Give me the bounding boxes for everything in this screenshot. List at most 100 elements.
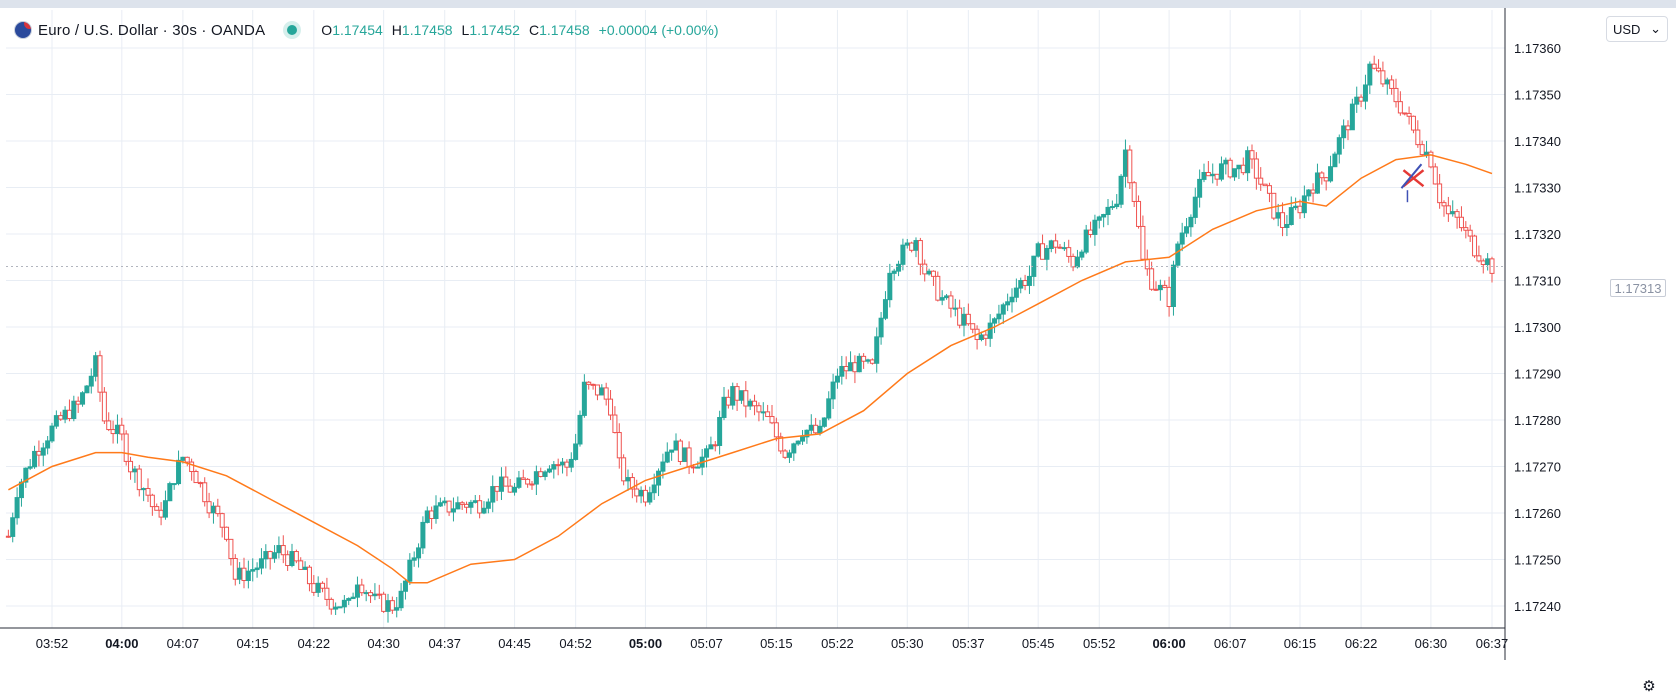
low-label: L (461, 22, 470, 38)
marker-cross-line (1402, 169, 1425, 188)
time-tick-label: 05:00 (629, 636, 662, 651)
currency-label: USD (1613, 21, 1641, 37)
candle-body (10, 517, 16, 537)
candle-body (882, 299, 888, 319)
candle-body (769, 416, 775, 424)
candle-body (228, 538, 234, 559)
chart-grid (6, 10, 1505, 628)
time-tick-label: 06:00 (1152, 636, 1185, 651)
candle-body (813, 424, 819, 434)
candle-body (1454, 211, 1460, 218)
candle-body (346, 598, 352, 601)
candle-body (730, 386, 736, 406)
candle-body (896, 263, 902, 272)
time-tick-label: 05:45 (1022, 636, 1055, 651)
candle-body (922, 263, 928, 275)
candle-body (66, 409, 72, 420)
candle-body (983, 334, 989, 339)
candle-body (551, 464, 557, 470)
candle-body (721, 396, 727, 419)
symbol-title[interactable]: Euro / U.S. Dollar · 30s · OANDA (38, 21, 266, 39)
candle-body (704, 448, 710, 458)
candle-body (272, 552, 278, 559)
candle-body (791, 443, 797, 454)
candle-body (782, 450, 788, 458)
time-tick-label: 06:30 (1415, 636, 1448, 651)
candle-body (869, 359, 875, 364)
change-value: +0.00004 (+0.00%) (598, 22, 719, 38)
candles-layer (5, 55, 1495, 623)
candle-body (241, 567, 247, 582)
candle-body (520, 477, 526, 480)
candle-body (1354, 96, 1360, 105)
candle-body (1192, 196, 1198, 218)
candle-body (320, 582, 326, 589)
candle-body (1319, 172, 1325, 179)
candle-body (987, 322, 993, 339)
candle-body (289, 551, 295, 567)
time-tick-label: 05:15 (760, 636, 793, 651)
candle-body (512, 486, 518, 493)
candle-body (237, 567, 243, 580)
candle-body (14, 497, 20, 519)
candle-body (1358, 96, 1364, 102)
candle-body (1040, 243, 1046, 260)
candle-body (1476, 255, 1482, 262)
candle-body (420, 521, 426, 549)
candle-body (826, 398, 832, 419)
currency-select[interactable]: USD ⌄ (1606, 16, 1668, 42)
candle-body (1323, 177, 1329, 182)
candle-body (935, 275, 941, 301)
candle-body (472, 500, 478, 503)
candle-body (1232, 168, 1238, 178)
candle-body (1463, 227, 1469, 231)
candle-body (1236, 164, 1242, 170)
candle-body (738, 390, 744, 401)
candle-body (167, 483, 173, 502)
candle-body (315, 582, 321, 593)
candle-body (1458, 216, 1464, 229)
candle-body (1170, 264, 1176, 307)
candle-body (1201, 171, 1207, 180)
candle-body (642, 489, 648, 503)
candle-body (1336, 137, 1342, 155)
candle-body (1197, 178, 1203, 198)
candle-body (333, 606, 339, 610)
candle-body (573, 443, 579, 460)
candle-body (1288, 207, 1294, 225)
candle-body (1258, 177, 1264, 185)
candle-body (1109, 206, 1115, 209)
candle-body (1188, 216, 1194, 228)
candle-body (1005, 301, 1011, 306)
candle-body (1096, 216, 1102, 221)
candle-body (1437, 183, 1443, 204)
candle-body (381, 593, 387, 612)
candle-body (1140, 225, 1146, 260)
candle-body (123, 433, 129, 462)
time-tick-label: 06:22 (1345, 636, 1378, 651)
candle-body (538, 471, 544, 477)
candle-body (909, 242, 915, 251)
price-tick-label: 1.17340 (1514, 134, 1561, 149)
candle-body (1271, 192, 1277, 219)
candle-body (1057, 246, 1063, 249)
candle-body (525, 478, 531, 485)
candle-body (23, 467, 29, 483)
candle-body (219, 513, 225, 528)
candle-body (1026, 275, 1032, 286)
candle-body (1144, 258, 1150, 270)
market-status-icon[interactable] (287, 25, 298, 35)
time-tick-label: 05:22 (821, 636, 854, 651)
settings-gear-icon[interactable]: ⚙ (1642, 678, 1656, 695)
candle-body (416, 547, 422, 559)
candle-body (385, 600, 391, 612)
marker-arrow-line (1400, 163, 1423, 189)
candle-body (926, 270, 932, 275)
candle-body (1013, 287, 1019, 298)
price-tick-label: 1.17360 (1514, 41, 1561, 56)
candle-body (996, 313, 1002, 320)
candle-body (965, 313, 971, 325)
candle-body (1131, 182, 1137, 202)
